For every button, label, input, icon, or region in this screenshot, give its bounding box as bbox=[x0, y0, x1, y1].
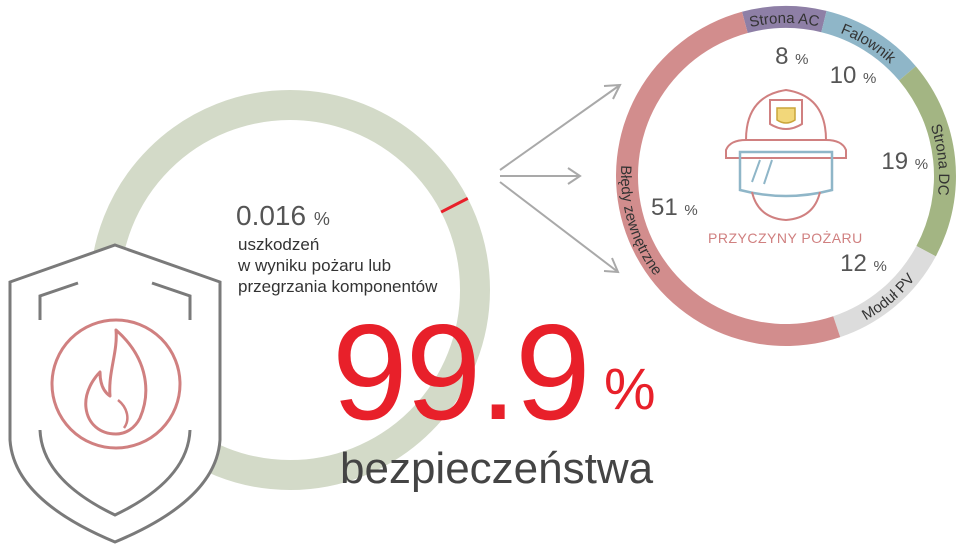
slice-value-strona-ac: 8 % bbox=[775, 42, 809, 70]
donut-slice-1 bbox=[821, 10, 916, 81]
donut-slice-2 bbox=[899, 66, 956, 257]
donut-slice-label-3: Moduł PV bbox=[859, 270, 918, 324]
failure-desc-line-2: w wyniku pożaru lub bbox=[238, 256, 392, 275]
arrow-right-icon bbox=[499, 83, 622, 274]
donut-slice-3 bbox=[833, 245, 936, 338]
shield-icon bbox=[8, 243, 222, 544]
safety-label: bezpieczeństwa bbox=[340, 444, 654, 493]
donut-slice-label-0: Strona AC bbox=[748, 10, 821, 31]
donut-center-label: PRZYCZYNY POŻARU bbox=[708, 230, 863, 246]
failure-desc-line-3: przegrzania komponentów bbox=[238, 277, 438, 296]
safety-unit: % bbox=[604, 357, 656, 422]
failure-rate-description: uszkodzeń w wyniku pożaru lub przegrzani… bbox=[238, 234, 478, 297]
gauge-failure-marker bbox=[440, 197, 469, 214]
failure-desc-line-1: uszkodzeń bbox=[238, 235, 320, 254]
slice-value-strona-dc: 19 % bbox=[881, 147, 929, 175]
slice-value-falownik: 10 % bbox=[829, 61, 877, 89]
slice-value-modul-pv: 12 % bbox=[840, 250, 887, 278]
donut-slice-0 bbox=[742, 6, 827, 34]
firefighter-helmet-icon bbox=[725, 88, 847, 222]
slice-value-bledy-zewnetrzne: 51 % bbox=[651, 194, 698, 222]
failure-rate-unit: % bbox=[313, 209, 330, 229]
flame-icon bbox=[50, 318, 182, 450]
safety-value: 99.9 bbox=[332, 296, 591, 448]
failure-rate-value: 0.016 % bbox=[236, 200, 330, 231]
